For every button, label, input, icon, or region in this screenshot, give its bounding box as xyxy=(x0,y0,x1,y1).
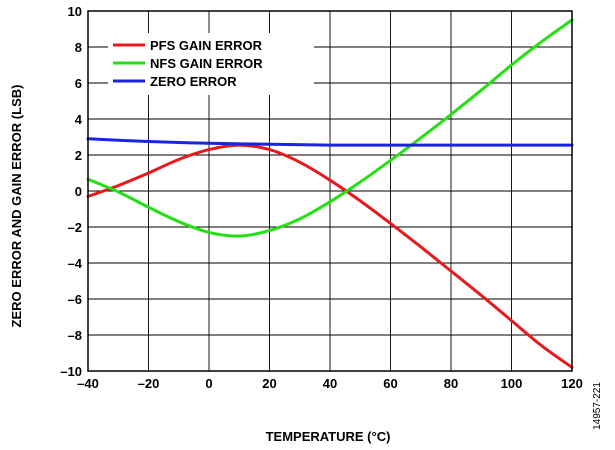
figure-id: 14957-221 xyxy=(592,382,603,430)
legend-label: PFS GAIN ERROR xyxy=(150,38,263,53)
x-tick-label: 20 xyxy=(262,376,276,391)
x-tick-label: 0 xyxy=(205,376,212,391)
series-line-zero-error xyxy=(86,137,574,147)
y-tick-label: –8 xyxy=(68,328,82,343)
plot-frame xyxy=(87,10,573,372)
y-tick-label: –4 xyxy=(68,256,83,271)
y-tick-label: 6 xyxy=(75,76,82,91)
x-tick-label: 100 xyxy=(501,376,523,391)
x-tick-label: 120 xyxy=(561,376,583,391)
x-tick-label: 80 xyxy=(444,376,458,391)
x-tick-label: 60 xyxy=(383,376,397,391)
y-tick-label: 8 xyxy=(75,40,82,55)
x-tick-label: –20 xyxy=(138,376,160,391)
legend: PFS GAIN ERROR NFS GAIN ERROR ZERO ERROR xyxy=(108,33,314,95)
y-tick-label: –6 xyxy=(68,292,82,307)
y-tick-label: 0 xyxy=(75,184,82,199)
y-axis-label: ZERO ERROR AND GAIN ERROR (LSB) xyxy=(9,85,24,328)
x-axis-label: TEMPERATURE (°C) xyxy=(266,429,391,444)
legend-label: ZERO ERROR xyxy=(150,74,237,89)
y-tick-label: 4 xyxy=(75,112,83,127)
series-line-pfs-gain-error xyxy=(86,143,574,369)
legend-label: NFS GAIN ERROR xyxy=(150,56,263,71)
grid xyxy=(87,10,573,372)
series-lines xyxy=(86,18,574,369)
y-tick-label: –10 xyxy=(60,364,82,379)
x-tick-label: 40 xyxy=(323,376,337,391)
y-tick-label: –2 xyxy=(68,220,82,235)
y-tick-label: 2 xyxy=(75,148,82,163)
y-tick-label: 10 xyxy=(68,4,82,19)
x-tick-label: –40 xyxy=(77,376,99,391)
series-line-nfs-gain-error xyxy=(86,18,574,238)
